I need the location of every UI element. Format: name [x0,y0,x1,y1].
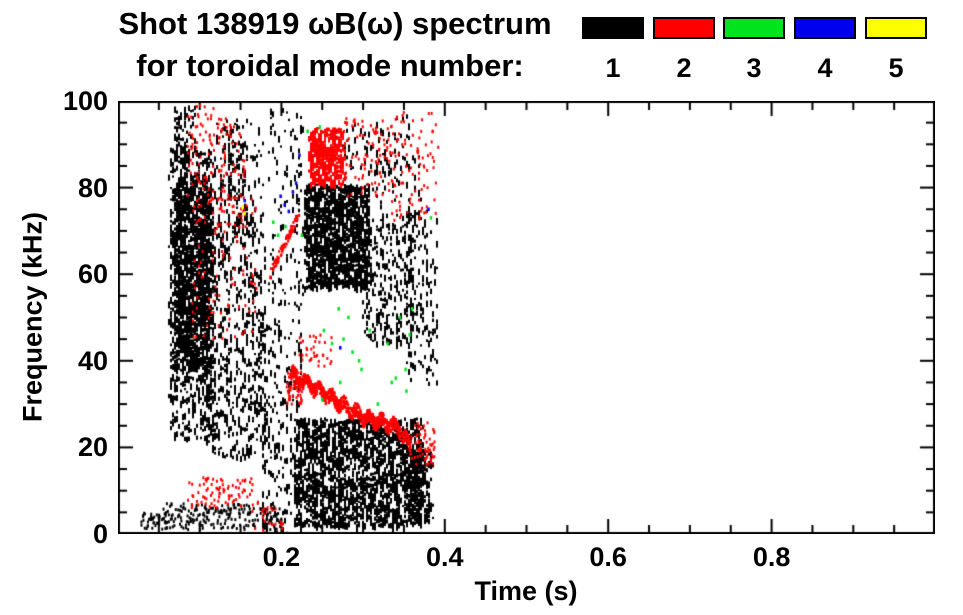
x-tick-label-0.2: 0.2 [262,542,301,572]
y-axis-label: Frequency (kHz) [17,211,48,423]
x-tick-label-0.4: 0.4 [426,542,464,572]
y-tick-label-80: 80 [77,172,108,203]
y-tick-label-0: 0 [92,519,108,549]
x-axis-label: Time (s) [474,576,578,606]
plot-area [118,101,935,534]
legend-swatch-5 [865,17,927,39]
spectrogram-canvas [118,101,935,534]
legend-number-1: 1 [605,53,621,83]
legend-swatch-2 [653,17,715,39]
y-tick-label-20: 20 [77,432,108,463]
chart-title-line2: for toroidal mode number: [136,48,524,83]
y-tick-label-60: 60 [77,259,108,290]
legend-number-4: 4 [817,53,833,83]
legend-number-5: 5 [888,53,904,83]
legend-number-3: 3 [746,53,762,83]
x-tick-label-0.6: 0.6 [589,542,627,572]
y-tick-label-40: 40 [77,345,108,376]
y-tick-label-100: 100 [62,86,108,116]
chart-title-line1: Shot 138919 ωB(ω) spectrum [118,6,552,41]
legend-swatch-1 [582,17,644,39]
x-tick-label-0.8: 0.8 [752,542,791,572]
legend-swatch-4 [794,17,856,39]
legend-swatch-3 [723,17,785,39]
legend-number-2: 2 [676,53,692,83]
